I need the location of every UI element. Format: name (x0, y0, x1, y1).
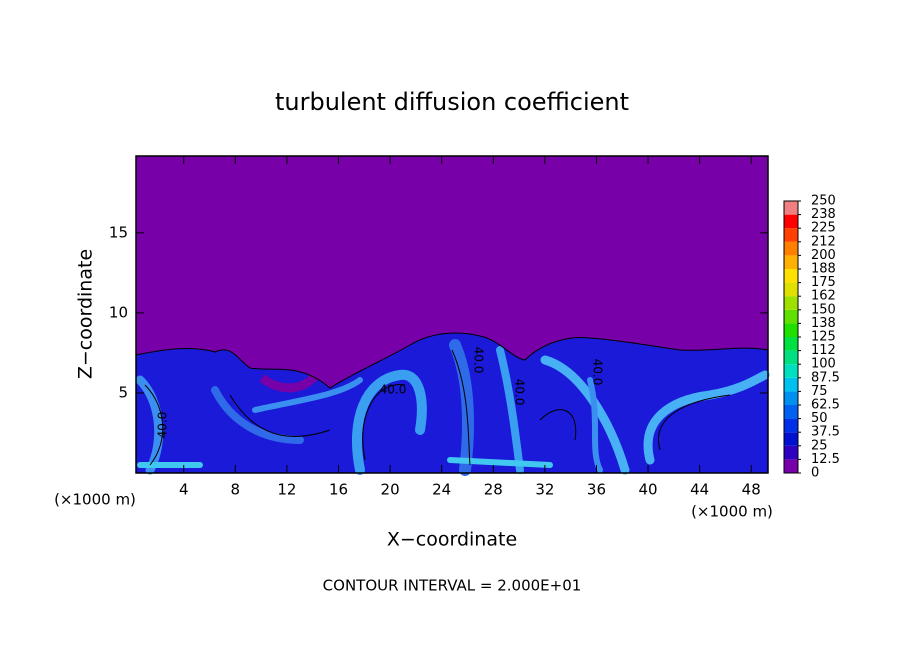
contour-interval-note: CONTOUR INTERVAL = 2.000E+01 (323, 577, 582, 595)
colorbar-bin (784, 269, 798, 283)
colorbar-label: 125 (811, 330, 836, 345)
colorbar-label: 75 (811, 384, 828, 399)
colorbar-label: 200 (811, 248, 836, 263)
streak (496, 346, 524, 474)
y-tick-label: 5 (118, 383, 128, 401)
colorbar-bin (784, 377, 798, 392)
colorbar-label: 112 (811, 343, 836, 358)
x-tick-label: 12 (277, 481, 296, 499)
contour-label: 40.0 (156, 412, 170, 439)
colorbar-label: 100 (811, 357, 836, 372)
contour-label: 40.0 (472, 347, 486, 374)
colorbar-label: 37.5 (811, 425, 840, 440)
colorbar-label: 0 (811, 466, 819, 481)
contour-label: 40.0 (513, 379, 527, 406)
colorbar-label: 62.5 (811, 398, 840, 413)
colorbar-label: 175 (811, 275, 836, 290)
x-tick-label: 44 (690, 481, 709, 499)
streak (449, 339, 474, 476)
colorbar-label: 162 (811, 289, 836, 304)
colorbar-bin (784, 350, 798, 365)
colorbar-bin (784, 432, 798, 446)
contour-lines (135, 332, 769, 466)
contour-line (135, 332, 769, 389)
colorbar-label: 87.5 (811, 370, 840, 385)
chart-title: turbulent diffusion coefficient (275, 88, 629, 116)
x-tick-label: 16 (329, 481, 348, 499)
colorbar-bin (784, 241, 798, 256)
field (135, 156, 770, 476)
x-tick-label: 48 (742, 481, 761, 499)
colorbar-bin (784, 228, 798, 242)
colorbar-bin (784, 214, 798, 229)
colorbar-bin (784, 391, 798, 405)
plot-frame (135, 155, 769, 474)
contour-line (144, 349, 731, 466)
colorbar-bin (784, 282, 798, 297)
y-tick-label: 10 (109, 303, 128, 321)
colorbar-label: 238 (811, 207, 836, 222)
y-axis-label: Z−coordinate (75, 249, 97, 379)
colorbar-label: 225 (811, 221, 836, 236)
colorbar-bin (784, 296, 798, 310)
x-axis-label: X−coordinate (387, 529, 517, 551)
colorbar-label: 212 (811, 234, 836, 249)
colorbar-bin (784, 418, 798, 433)
y-tick-label: 15 (109, 223, 128, 241)
contour-label: 40.0 (380, 383, 407, 397)
colorbar-label: 250 (811, 194, 836, 209)
colorbar-bin (784, 255, 798, 269)
colorbar-label: 150 (811, 302, 836, 317)
x-unit-label: (×1000 m) (54, 491, 136, 509)
x-tick-label: 36 (587, 481, 606, 499)
x-tick-label: 28 (484, 481, 503, 499)
colorbar-bin (784, 445, 798, 460)
colorbar-bin (784, 309, 798, 324)
colorbar-label: 188 (811, 262, 836, 277)
colorbar-bin (784, 201, 798, 215)
colorbar-label: 50 (811, 411, 828, 426)
streak (587, 377, 603, 473)
colorbar-bin (784, 337, 798, 351)
x-tick-label: 4 (179, 481, 189, 499)
x-tick-label: 32 (535, 481, 554, 499)
streak (643, 370, 770, 465)
colorbar-outline (783, 200, 799, 474)
contour-label: 40.0 (591, 359, 605, 386)
streak (252, 377, 363, 413)
colorbar-bin (784, 323, 798, 337)
colorbar-bin (784, 364, 798, 378)
x-tick-label: 24 (432, 481, 451, 499)
colorbar-label: 12.5 (811, 452, 840, 467)
x-tick-label: 8 (231, 481, 241, 499)
colorbar-bin (784, 459, 798, 473)
x-tick-label: 40 (639, 481, 658, 499)
colorbar-label: 138 (811, 316, 836, 331)
streak (352, 369, 427, 475)
x-unit-label: (×1000 m) (691, 503, 773, 521)
x-tick-label: 20 (381, 481, 400, 499)
colorbar-bin (784, 405, 798, 419)
colorbar-label: 25 (811, 438, 828, 453)
streak (211, 386, 304, 444)
